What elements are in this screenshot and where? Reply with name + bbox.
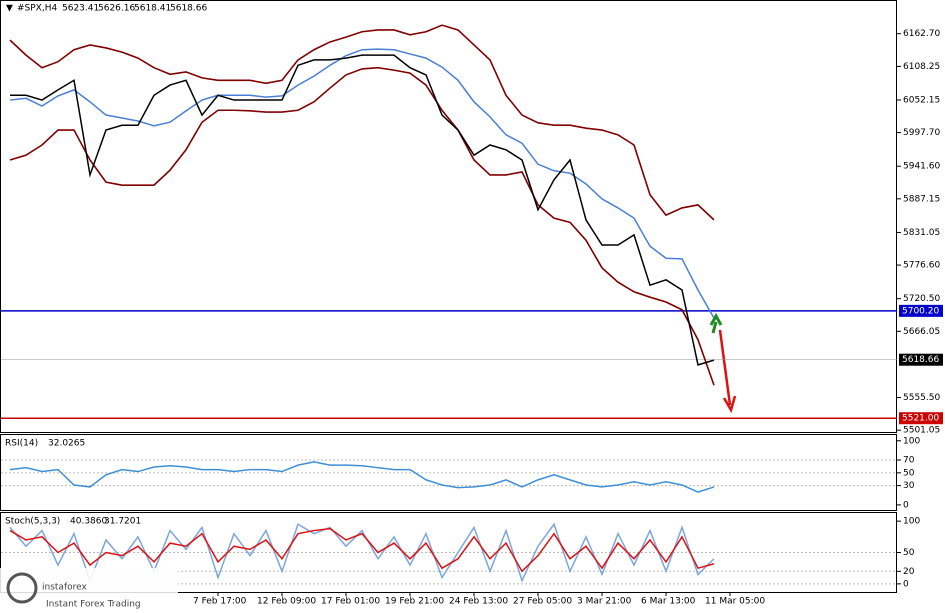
level-label-box — [899, 412, 943, 425]
stoch-title: Stoch(5,3,3) — [5, 517, 60, 527]
y-tick-label: 20 — [903, 567, 915, 577]
symbol-icon: ▼ — [6, 4, 13, 14]
y-tick-label: 70 — [903, 456, 915, 466]
y-tick-label: 5720.50 — [903, 294, 940, 304]
current-price-label: 5618.66 — [902, 355, 939, 365]
y-tick-label: 50 — [903, 468, 915, 478]
x-tick-label: 19 Feb 21:00 — [385, 597, 444, 607]
x-tick-label: 7 Feb 17:00 — [193, 597, 247, 607]
y-tick-label: 100 — [903, 517, 920, 527]
y-tick-label: 5666.05 — [903, 327, 940, 337]
y-tick-label: 0 — [903, 500, 909, 510]
x-tick-label: 3 Mar 21:00 — [577, 597, 632, 607]
stoch-value: 40.3860 — [70, 517, 107, 527]
series-line — [9, 527, 715, 573]
series-line — [9, 66, 715, 386]
x-tick-label: 24 Feb 13:00 — [449, 597, 508, 607]
y-tick-label: 0 — [903, 579, 909, 589]
series-line — [9, 48, 715, 319]
y-tick-label: 5997.70 — [903, 128, 940, 138]
logo-name: instaforex — [42, 583, 87, 593]
y-tick-label: 6162.70 — [903, 29, 940, 39]
y-tick-label: 5887.15 — [903, 194, 940, 204]
y-tick-label: 30 — [903, 481, 915, 491]
series-line — [10, 54, 715, 366]
y-tick-label: 5501.05 — [903, 426, 940, 436]
logo: instaforex Instant Forex Trading — [0, 568, 178, 613]
series-line — [9, 461, 715, 493]
y-tick-label: 6108.25 — [903, 62, 940, 72]
x-tick-label: 12 Feb 09:00 — [257, 597, 316, 607]
x-tick-label: 17 Feb 01:00 — [321, 597, 380, 607]
stoch-frame — [0, 512, 897, 593]
x-tick-label: 27 Feb 05:00 — [513, 597, 572, 607]
y-tick-label: 5555.50 — [903, 393, 940, 403]
y-tick-label: 6052.15 — [903, 95, 940, 105]
rsi-title: RSI(14) — [5, 439, 38, 449]
ohlc-close: 5618.66 — [170, 4, 207, 14]
series-line — [9, 24, 715, 221]
logo-icon — [6, 572, 38, 604]
level-label-box — [899, 304, 943, 317]
x-tick-label: 11 Mar 05:00 — [705, 597, 765, 607]
ohlc-high: 5626.16 — [98, 4, 135, 14]
rsi-frame — [0, 434, 897, 511]
current-price-box — [899, 353, 943, 366]
y-tick-label: 5776.60 — [903, 261, 940, 271]
ohlc-low: 5618.41 — [134, 4, 171, 14]
symbol: #SPX,H4 — [17, 4, 57, 14]
y-tick-label: 100 — [903, 436, 920, 446]
y-tick-label: 5831.05 — [903, 228, 940, 238]
level-label: 5700.20 — [902, 306, 939, 316]
logo-tagline: Instant Forex Trading — [46, 600, 141, 610]
level-label: 5521.00 — [902, 414, 939, 424]
y-tick-label: 50 — [903, 548, 915, 558]
ohlc-open: 5623.41 — [62, 4, 99, 14]
stoch-value: 31.7201 — [104, 517, 141, 527]
rsi-value: 32.0265 — [48, 439, 85, 449]
main-frame — [0, 0, 897, 433]
x-tick-label: 6 Mar 13:00 — [641, 597, 696, 607]
down-arrow — [718, 329, 737, 414]
y-tick-label: 5941.60 — [903, 162, 940, 172]
up-arrow — [709, 312, 723, 334]
